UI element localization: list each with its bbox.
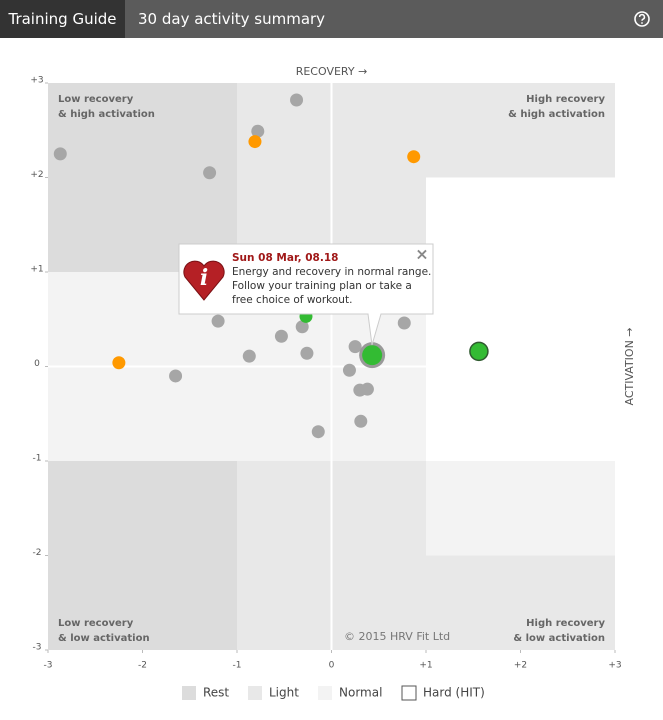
zone — [48, 461, 237, 650]
x-tick-label: +1 — [419, 661, 432, 671]
quadrant-label: & low activation — [513, 633, 605, 644]
x-axis-label: RECOVERY → — [296, 65, 368, 78]
legend-swatch — [401, 685, 417, 701]
y-tick-label: -1 — [33, 454, 42, 464]
point — [203, 166, 217, 180]
x-tick-label: -2 — [138, 661, 147, 671]
legend-label: Hard (HIT) — [423, 686, 485, 700]
quadrant-label: & high activation — [508, 109, 605, 120]
point — [348, 340, 362, 354]
point — [362, 345, 383, 366]
tab[interactable]: Training Guide — [0, 0, 125, 38]
point — [169, 369, 183, 383]
y-tick-label: +3 — [30, 76, 43, 86]
point — [53, 147, 67, 161]
point — [342, 363, 356, 377]
tooltip-box — [178, 243, 434, 346]
y-axis-label: ACTIVATION → — [623, 327, 636, 405]
point — [248, 135, 262, 149]
point — [295, 320, 309, 334]
quadrant-label: Low recovery — [58, 94, 134, 105]
legend-label: Rest — [203, 686, 229, 700]
point — [300, 346, 314, 360]
tooltip-line: free choice of workout. — [232, 294, 352, 306]
point — [354, 414, 368, 428]
point — [407, 150, 421, 164]
legend-label: Normal — [339, 686, 382, 700]
legend-swatch — [318, 686, 332, 700]
x-tick-label: 0 — [329, 661, 335, 671]
chart: -3 -2 -1 0 +1 +2 +3 -3 -2 -1 0 +1 +2 +3 RECOVERY → ACTI… — [30, 65, 636, 701]
zone — [426, 461, 615, 556]
header-bar: Training Guide 30 day activity summary — [0, 0, 663, 38]
y-tick-label: +1 — [30, 265, 43, 275]
tooltip-icon-glyph: i — [200, 265, 208, 291]
x-tick-label: +2 — [514, 661, 527, 671]
legend-swatch — [182, 686, 196, 700]
tooltip-close[interactable]: × — [415, 245, 428, 264]
point — [211, 314, 225, 328]
tooltip-line: Follow your training plan or take a — [232, 280, 412, 292]
legend-label: Light — [269, 686, 299, 700]
quadrant-label: High recovery — [526, 94, 605, 105]
x-tick-label: -3 — [44, 661, 53, 671]
zone — [426, 555, 615, 650]
tooltip-date: Sun 08 Mar, 08.18 — [232, 252, 338, 264]
point — [290, 93, 304, 107]
tooltip-line: Energy and recovery in normal range. — [232, 266, 431, 278]
header-title: 30 day activity summary — [138, 10, 326, 28]
point — [242, 349, 256, 363]
help-icon[interactable] — [632, 9, 652, 29]
point — [397, 316, 411, 330]
quadrant-label: High recovery — [526, 618, 605, 629]
legend-swatch — [248, 686, 262, 700]
y-tick-label: -3 — [33, 643, 42, 653]
zone — [426, 83, 615, 178]
point — [112, 356, 126, 370]
point — [469, 341, 489, 362]
point — [274, 329, 288, 343]
point — [251, 124, 265, 138]
y-tick-label: 0 — [34, 359, 40, 369]
point — [311, 425, 325, 439]
quadrant-label: & high activation — [58, 109, 155, 120]
point — [360, 382, 374, 396]
y-tick-label: +2 — [30, 170, 43, 180]
y-tick-label: -2 — [33, 548, 42, 558]
zone — [426, 177, 615, 461]
quadrant-label: & low activation — [58, 633, 150, 644]
quadrant-label: Low recovery — [58, 618, 134, 629]
tooltip-icon — [183, 260, 225, 301]
x-tick-label: +3 — [608, 661, 621, 671]
x-tick-label: -1 — [233, 661, 242, 671]
copyright: © 2015 HRV Fit Ltd — [344, 630, 450, 643]
